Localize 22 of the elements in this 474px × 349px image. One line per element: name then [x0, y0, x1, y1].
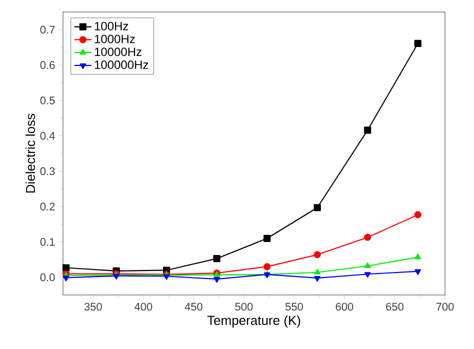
legend-label: 100000Hz — [94, 60, 148, 69]
y-tick-label: 0.3 — [40, 167, 55, 176]
y-tick-label: 0.0 — [40, 273, 55, 282]
y-tick-label: 0.4 — [40, 132, 55, 140]
y-tick-label: 0.2 — [40, 202, 55, 210]
x-tick-label: 700 — [436, 302, 454, 311]
x-tick-label: 500 — [235, 302, 253, 311]
x-tick-label: 400 — [134, 302, 152, 311]
y-tick-label: 0.5 — [40, 96, 55, 104]
legend-label: 1000Hz — [94, 34, 135, 44]
legend-label: 100Hz — [94, 22, 128, 30]
y-axis-title: Dielectric loss — [25, 114, 36, 193]
x-tick-label: 650 — [386, 302, 404, 311]
x-tick-label: 350 — [84, 302, 102, 311]
x-axis-title: Temperature (K) — [207, 315, 300, 328]
y-tick-label: 0.1 — [40, 238, 55, 246]
x-tick-label: 600 — [336, 302, 354, 311]
legend-label: 10000Hz — [94, 48, 142, 56]
y-tick-label: 0.7 — [40, 26, 55, 34]
x-tick-label: 450 — [184, 302, 202, 311]
x-tick-label: 550 — [285, 302, 303, 311]
y-tick-label: 0.6 — [40, 61, 55, 69]
